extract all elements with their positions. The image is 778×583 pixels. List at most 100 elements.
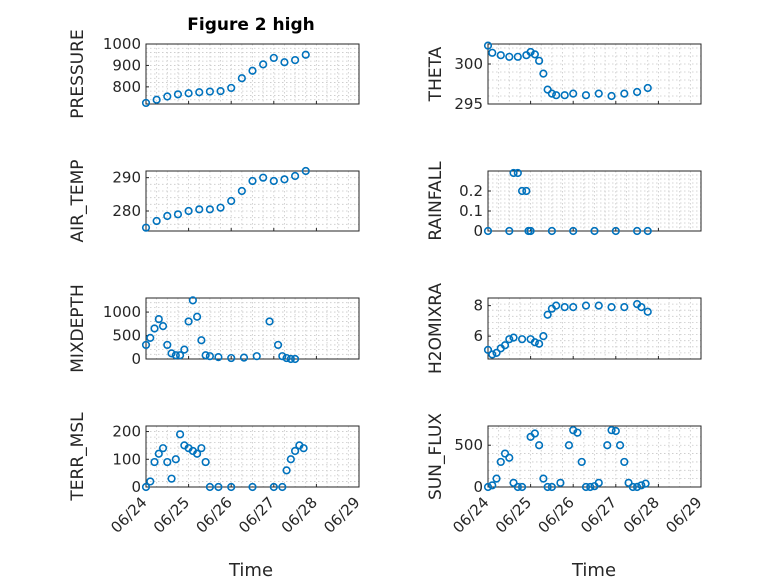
data-point [180, 345, 189, 354]
data-point [299, 444, 308, 453]
data-point [150, 457, 159, 467]
data-point [205, 352, 214, 361]
data-point [607, 426, 616, 435]
data-point [158, 322, 168, 331]
data-point [184, 206, 193, 216]
data-point [505, 226, 514, 236]
data-point [269, 176, 278, 186]
data-point [286, 455, 295, 464]
y-tick-label: 1000 [103, 303, 141, 321]
data-point [273, 340, 283, 350]
axes-frame [487, 425, 702, 488]
data-point [517, 482, 527, 492]
y-tick-label: 295 [454, 95, 483, 113]
data-point [581, 482, 591, 492]
data-point [517, 335, 527, 344]
data-point [259, 60, 268, 69]
data-point [214, 353, 223, 362]
x-tick-label: 06/29 [662, 493, 705, 536]
x-tick-label: 06/24 [107, 493, 150, 536]
data-point [286, 354, 295, 364]
data-point [611, 226, 620, 236]
data-point [291, 354, 300, 364]
x-tick-label: 06/27 [577, 493, 620, 536]
data-point [154, 315, 163, 324]
data-point [530, 50, 539, 59]
y-tick-label: 300 [454, 55, 483, 73]
data-point [513, 52, 522, 61]
data-point [195, 205, 204, 214]
data-point [632, 482, 642, 492]
axes-frame [145, 170, 360, 232]
y-axis-label-air_temp: AIR_TEMP [68, 160, 88, 243]
data-point [175, 430, 185, 439]
data-point [173, 210, 183, 219]
data-point [216, 203, 225, 212]
data-point [594, 478, 603, 487]
data-point [641, 479, 650, 488]
data-point [496, 457, 505, 467]
axes-mixdepth: 0 500 1000 MIXDEPTH [68, 284, 360, 373]
y-tick-label: 500 [454, 436, 483, 454]
data-point [252, 352, 261, 361]
data-point [488, 481, 497, 490]
x-tick-label: 06/28 [620, 493, 663, 536]
data-point [227, 353, 236, 363]
y-tick-label: 290 [112, 169, 141, 187]
data-point [530, 429, 539, 438]
data-point [560, 303, 569, 312]
axes-h2omixra: 6 8 H2OMIXRA [426, 283, 702, 374]
data-point [552, 301, 561, 310]
data-point [620, 457, 629, 467]
data-point [197, 336, 206, 345]
data-point [146, 333, 155, 342]
data-point [173, 90, 183, 99]
y-tick-label: 0 [131, 478, 141, 496]
x-tick-label: 06/26 [192, 493, 235, 536]
data-point [154, 449, 163, 458]
y-tick-label: 100 [112, 450, 141, 468]
right-x-axis-label: Time [571, 560, 616, 581]
data-point [488, 350, 497, 359]
data-point [573, 428, 582, 437]
data-point [500, 341, 510, 350]
data-point [205, 87, 214, 96]
y-tick-label: 0 [473, 478, 483, 496]
data-point [496, 51, 505, 60]
x-tick-label: 06/28 [278, 493, 321, 536]
data-point [539, 474, 548, 483]
data-point [643, 307, 652, 316]
data-point [500, 449, 510, 458]
data-point [632, 87, 642, 97]
data-point [205, 205, 214, 214]
data-point [248, 176, 257, 186]
data-point [513, 482, 522, 492]
data-point [269, 482, 278, 492]
data-point [594, 301, 603, 310]
data-point [509, 168, 518, 178]
y-axis-label-h2omixra: H2OMIXRA [426, 283, 446, 374]
data-point [193, 449, 202, 458]
data-point [594, 89, 603, 98]
y-tick-label: 0 [473, 222, 483, 240]
data-point [637, 481, 646, 490]
data-point [483, 41, 493, 50]
data-point [607, 91, 616, 101]
x-tick-label: 06/29 [320, 493, 363, 536]
data-point [505, 453, 514, 462]
figure-title: Figure 2 high [187, 15, 315, 35]
data-point [141, 340, 151, 350]
data-point [535, 56, 544, 65]
data-point [201, 457, 210, 467]
data-point [492, 474, 501, 483]
data-point [158, 444, 168, 453]
data-point [620, 303, 629, 312]
y-tick-label: 500 [112, 327, 141, 345]
data-point [611, 426, 620, 436]
data-point [581, 91, 591, 100]
data-point [522, 186, 531, 196]
data-point [643, 83, 652, 93]
data-point [282, 466, 291, 475]
y-tick-label: 0 [131, 350, 141, 368]
data-point [590, 226, 599, 236]
